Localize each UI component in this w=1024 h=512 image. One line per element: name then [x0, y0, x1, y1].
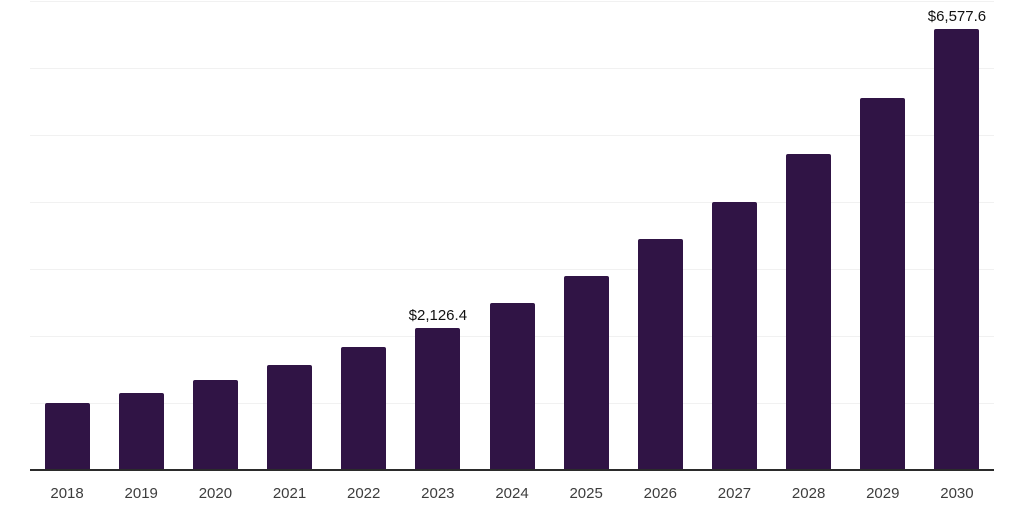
bar-2023	[415, 327, 461, 470]
bar-2019	[118, 392, 164, 470]
plot-area	[30, 0, 994, 471]
bar-2018	[44, 403, 90, 470]
bar-2026	[637, 239, 683, 470]
x-tick-label-2018: 2018	[50, 485, 84, 502]
x-tick-label-2019: 2019	[124, 485, 158, 502]
bar-2027	[711, 202, 757, 470]
data-label-2023: $2,126.4	[408, 306, 468, 324]
gridline	[30, 202, 994, 203]
x-tick-label-2028: 2028	[791, 485, 826, 502]
bar-2021	[267, 365, 313, 470]
x-tick-label-2022: 2022	[347, 485, 381, 502]
gridline	[30, 135, 994, 136]
gridline	[30, 1, 994, 2]
bar-2024	[489, 302, 535, 470]
x-tick-label-2026: 2026	[643, 485, 677, 502]
bar-2022	[341, 347, 387, 470]
x-tick-label-2020: 2020	[198, 485, 233, 502]
bar-2030	[934, 29, 980, 470]
x-tick-label-2025: 2025	[569, 485, 603, 502]
x-axis-line	[30, 469, 994, 471]
x-tick-label-2023: 2023	[421, 485, 455, 502]
data-label-2030: $6,577.6	[927, 8, 987, 26]
x-tick-label-2027: 2027	[717, 485, 752, 502]
gridline	[30, 68, 994, 69]
x-tick-label-2021: 2021	[272, 485, 307, 502]
gridline	[30, 269, 994, 270]
bar-2020	[192, 380, 238, 470]
bar-2029	[860, 97, 906, 470]
x-tick-label-2030: 2030	[940, 485, 974, 502]
bar-2028	[786, 154, 832, 470]
x-tick-label-2024: 2024	[495, 485, 529, 502]
x-tick-label-2029: 2029	[866, 485, 900, 502]
bar-2025	[563, 275, 609, 470]
